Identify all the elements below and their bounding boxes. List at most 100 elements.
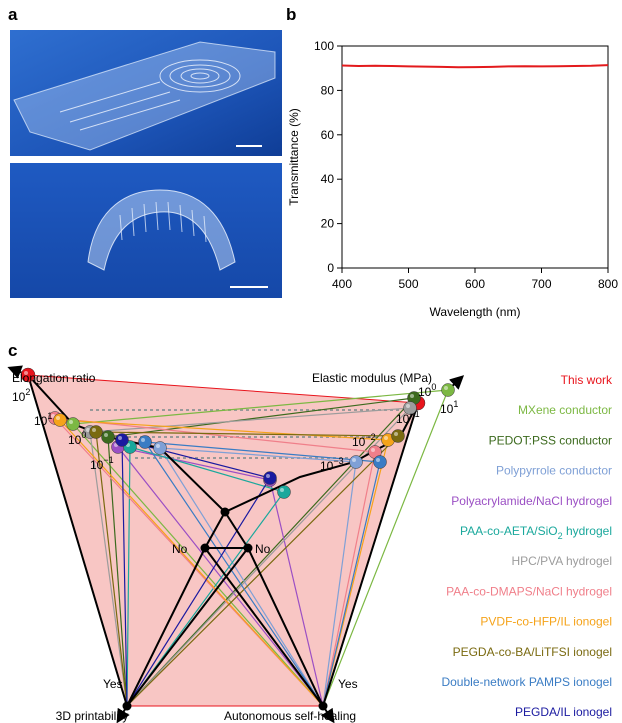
legend-text: PVDF-co-HFP/IL ionogel bbox=[480, 615, 612, 629]
tick-label: 101 bbox=[34, 411, 52, 428]
sphere bbox=[373, 455, 387, 469]
node-label: Yes bbox=[338, 677, 358, 691]
sphere bbox=[101, 430, 115, 444]
tick-base: 10 bbox=[418, 385, 432, 399]
legend-entry: PAA-co-AETA/SiO2 hydrogel bbox=[460, 524, 612, 541]
y-tick-label: 0 bbox=[327, 261, 334, 275]
sphere-shine bbox=[69, 420, 73, 424]
legend-entry: This work bbox=[561, 373, 613, 387]
sphere bbox=[263, 471, 277, 485]
legend-subscript: 2 bbox=[558, 531, 563, 541]
legend-entry: Double-network PAMPS ionogel bbox=[441, 675, 612, 689]
y-tick-label: 40 bbox=[321, 172, 335, 186]
material-line bbox=[72, 389, 449, 707]
sphere-shine bbox=[24, 371, 28, 375]
sphere-shine bbox=[118, 436, 122, 440]
sphere bbox=[153, 441, 167, 455]
material-line bbox=[159, 447, 357, 707]
tick-base: 10 bbox=[34, 414, 48, 428]
legend-entry: PEGDA/IL ionogel bbox=[515, 705, 612, 719]
y-tick-label: 60 bbox=[321, 128, 335, 142]
plot-frame bbox=[341, 45, 609, 269]
x-axis-label: Wavelength (nm) bbox=[430, 305, 521, 319]
sphere-shine bbox=[410, 394, 414, 398]
tick-label: 10−3 bbox=[320, 456, 344, 473]
axis-title: Autonomous self-healing bbox=[224, 709, 356, 723]
node-label: Yes bbox=[103, 677, 123, 691]
x-tick-label: 700 bbox=[531, 277, 551, 291]
tick-base: 10 bbox=[320, 459, 334, 473]
tick-label: 100 bbox=[418, 382, 436, 399]
tick-label: 10−1 bbox=[396, 409, 420, 426]
node bbox=[122, 701, 132, 711]
legend-text: HPC/PVA hydrogel bbox=[512, 554, 613, 568]
y-tick-label: 100 bbox=[314, 39, 334, 53]
y-tick-label: 20 bbox=[321, 217, 335, 231]
photo bbox=[10, 163, 282, 298]
legend-entry: PEGDA-co-BA/LiTFSI ionogel bbox=[453, 645, 612, 659]
legend-text: Double-network PAMPS ionogel bbox=[441, 675, 612, 689]
material-line bbox=[107, 397, 415, 707]
legend: This work MXene conductor PEDOT:PSS conduc… bbox=[441, 373, 613, 719]
x-tick-label: 800 bbox=[598, 277, 618, 291]
node bbox=[200, 543, 210, 553]
tick-exponent: 1 bbox=[453, 399, 458, 409]
panel-label: a bbox=[8, 5, 18, 24]
tick-exponent: 1 bbox=[47, 411, 52, 421]
sphere-shine bbox=[371, 448, 375, 452]
sphere bbox=[115, 433, 129, 447]
y-tick-label: 80 bbox=[321, 83, 335, 97]
sphere-shine bbox=[56, 416, 60, 420]
tick-base: 10 bbox=[90, 458, 104, 472]
legend-entry: HPC/PVA hydrogel bbox=[512, 554, 613, 568]
tick-label: 100 bbox=[68, 430, 86, 447]
sphere-shine bbox=[266, 474, 270, 478]
data-line bbox=[341, 64, 609, 69]
x-tick-label: 600 bbox=[465, 277, 485, 291]
legend-entry: PVDF-co-HFP/IL ionogel bbox=[480, 615, 612, 629]
node bbox=[318, 701, 328, 711]
sphere-shine bbox=[141, 438, 145, 442]
sphere-shine bbox=[156, 444, 160, 448]
tick-exponent: −1 bbox=[103, 455, 113, 465]
sphere-shine bbox=[280, 488, 284, 492]
tick-exponent: 2 bbox=[25, 387, 30, 397]
material-line bbox=[144, 441, 381, 707]
node bbox=[220, 507, 230, 517]
tick-exponent: −3 bbox=[333, 456, 343, 466]
material-line bbox=[117, 446, 324, 707]
sphere bbox=[391, 429, 405, 443]
legend-text: PAA-co-DMAPS/NaCl hydrogel bbox=[446, 584, 612, 598]
radar-diagram: Elongation ratio Elastic modulus (MPa) 3D … bbox=[7, 365, 465, 723]
tick-label: 101 bbox=[440, 399, 458, 416]
panel-label: c bbox=[8, 341, 17, 360]
sphere bbox=[53, 413, 67, 427]
tick-base: 10 bbox=[440, 402, 454, 416]
legend-text: hydrogel bbox=[563, 524, 612, 538]
tick-base: 10 bbox=[352, 435, 366, 449]
legend-text: PEGDA-co-BA/LiTFSI ionogel bbox=[453, 645, 612, 659]
tick-label: 10−1 bbox=[90, 455, 114, 472]
region bbox=[27, 374, 419, 707]
sphere-shine bbox=[444, 386, 448, 390]
tick-label: 102 bbox=[12, 387, 30, 404]
tick-base: 10 bbox=[12, 390, 26, 404]
node-label: No bbox=[255, 542, 271, 556]
sphere-shine bbox=[394, 432, 398, 436]
legend-entry: MXene conductor bbox=[518, 403, 612, 417]
sphere bbox=[277, 485, 291, 499]
legend-text: Polyacrylamide/NaCl hydrogel bbox=[451, 494, 612, 508]
legend-entry: PEDOT:PSS conductor bbox=[489, 433, 612, 447]
x-tick-label: 400 bbox=[332, 277, 352, 291]
tick-base: 10 bbox=[396, 412, 410, 426]
sphere-shine bbox=[86, 428, 90, 432]
sphere bbox=[66, 417, 80, 431]
material-line bbox=[95, 431, 399, 707]
panel-label: b bbox=[286, 5, 296, 24]
tick-exponent: 0 bbox=[81, 430, 86, 440]
line-chart: 0 20 40 60 80 100 400 500 600 700 800 Wavelength (n… bbox=[287, 39, 618, 319]
axis-title: Elastic modulus (MPa) bbox=[312, 371, 432, 385]
tick-exponent: −2 bbox=[365, 432, 375, 442]
